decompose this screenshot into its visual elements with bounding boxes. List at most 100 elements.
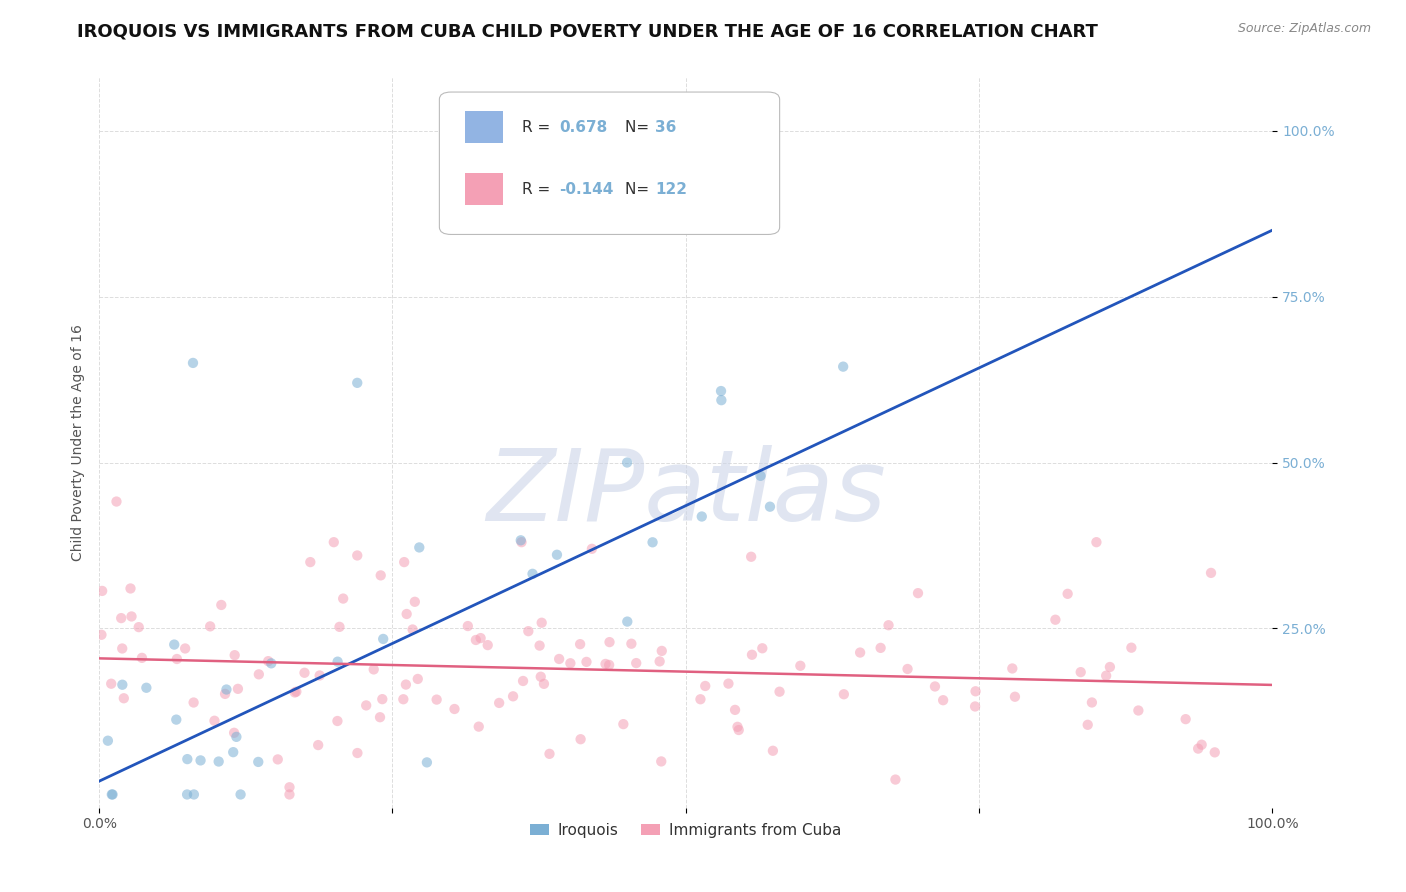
Point [285, 684, 308, 698]
Point [762, 744, 785, 758]
Point [371, 692, 394, 706]
Point [346, 746, 368, 760]
Point [1004, 690, 1026, 704]
Point [740, 549, 762, 564]
Point [1187, 741, 1209, 756]
Point [569, 637, 592, 651]
Point [517, 624, 540, 639]
Point [695, 679, 717, 693]
Point [1085, 535, 1108, 549]
Point [710, 384, 733, 398]
Point [278, 788, 301, 802]
Point [533, 677, 555, 691]
Point [91, 583, 114, 598]
Point [307, 738, 329, 752]
Point [110, 611, 132, 625]
Point [176, 752, 198, 766]
Point [101, 788, 124, 802]
Point [416, 756, 439, 770]
Point [404, 595, 426, 609]
Point [322, 535, 344, 549]
Point [229, 788, 252, 802]
Point [214, 687, 236, 701]
Point [924, 680, 946, 694]
Point [626, 656, 648, 670]
Point [651, 644, 673, 658]
Point [1174, 712, 1197, 726]
Point [1081, 696, 1104, 710]
Point [616, 615, 638, 629]
Point [260, 657, 283, 671]
Point [1199, 566, 1222, 580]
Point [97, 733, 120, 747]
Text: 122: 122 [655, 182, 688, 196]
Point [183, 696, 205, 710]
Point [1204, 745, 1226, 759]
Point [877, 618, 900, 632]
Point [581, 541, 603, 556]
Point [832, 359, 855, 374]
Text: -0.144: -0.144 [560, 182, 613, 196]
Point [209, 598, 232, 612]
Point [616, 456, 638, 470]
Point [595, 657, 617, 671]
Point [90, 628, 112, 642]
Text: R =: R = [522, 182, 554, 196]
Point [247, 755, 270, 769]
Point [710, 393, 733, 408]
Point [965, 684, 987, 698]
Point [612, 717, 634, 731]
Point [166, 652, 188, 666]
Point [328, 620, 350, 634]
Point [727, 720, 749, 734]
Point [1095, 668, 1118, 682]
Point [101, 788, 124, 802]
Point [401, 623, 423, 637]
Point [368, 710, 391, 724]
FancyBboxPatch shape [440, 92, 780, 235]
Point [332, 591, 354, 606]
Point [468, 720, 491, 734]
Point [741, 648, 763, 662]
Bar [465, 173, 503, 205]
Point [1056, 587, 1078, 601]
Y-axis label: Child Poverty Under the Age of 16: Child Poverty Under the Age of 16 [72, 324, 86, 561]
Point [257, 654, 280, 668]
Point [204, 714, 226, 728]
Point [560, 657, 582, 671]
Point [907, 586, 929, 600]
Point [641, 535, 664, 549]
Text: 0.678: 0.678 [560, 120, 607, 135]
Point [392, 692, 415, 706]
Point [538, 747, 561, 761]
Point [464, 632, 486, 647]
Point [509, 533, 531, 548]
Point [759, 500, 782, 514]
Point [768, 684, 790, 698]
Point [512, 673, 534, 688]
Point [112, 691, 135, 706]
Point [457, 619, 479, 633]
Point [1121, 640, 1143, 655]
Point [569, 732, 592, 747]
Point [477, 638, 499, 652]
Point [849, 646, 872, 660]
Point [183, 788, 205, 802]
Point [395, 677, 418, 691]
Point [727, 723, 749, 737]
Point [174, 641, 197, 656]
Point [121, 609, 143, 624]
Point [120, 582, 142, 596]
Point [128, 620, 150, 634]
Point [346, 376, 368, 390]
Point [370, 568, 392, 582]
Text: IROQUOIS VS IMMIGRANTS FROM CUBA CHILD POVERTY UNDER THE AGE OF 16 CORRELATION C: IROQUOIS VS IMMIGRANTS FROM CUBA CHILD P… [77, 22, 1098, 40]
Point [267, 752, 290, 766]
Point [395, 607, 418, 621]
Point [247, 667, 270, 681]
Point [1045, 613, 1067, 627]
Point [1070, 665, 1092, 680]
Point [575, 655, 598, 669]
Point [717, 676, 740, 690]
Point [488, 696, 510, 710]
